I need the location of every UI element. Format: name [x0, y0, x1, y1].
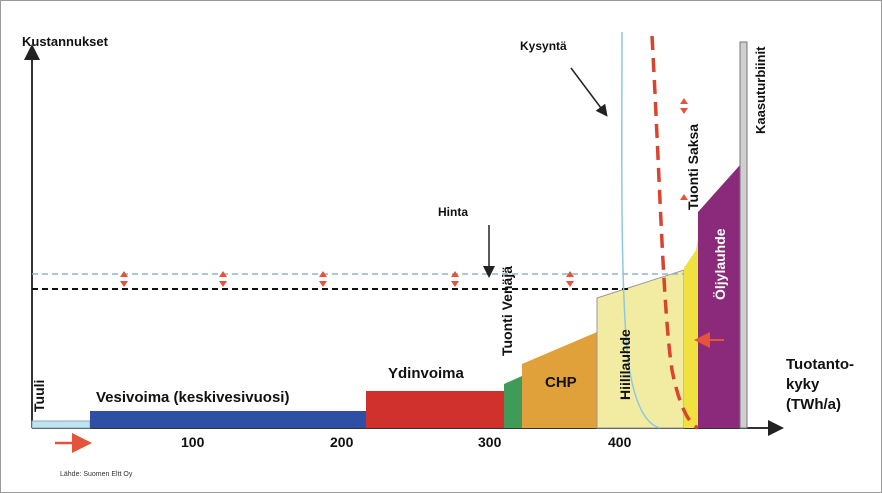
- label-kysynta: Kysyntä: [520, 39, 567, 53]
- segment-kaasuturbiinit: [739, 41, 748, 429]
- label-ydinvoima: Ydinvoima: [388, 365, 465, 382]
- label-tuonti-saksa: Tuonti Saksa: [685, 124, 701, 210]
- label-tuonti-venaja: Tuonti Venäjä: [499, 266, 515, 356]
- tick-label-300: 300: [478, 434, 502, 450]
- label-vesivoima: Vesivoima (keskivesivuosi): [96, 389, 289, 406]
- segment-tuuli: [31, 420, 91, 429]
- label-tuuli: Tuuli: [31, 380, 47, 412]
- tick-label-400: 400: [608, 434, 632, 450]
- label-hiililauhde: Hiililauhde: [617, 329, 633, 400]
- x-axis-label-line1: Tuotanto-: [786, 356, 854, 373]
- label-hinta: Hinta: [438, 205, 468, 219]
- label-kaasuturbiinit: Kaasuturbiinit: [753, 46, 768, 134]
- price-arrows: [120, 98, 688, 287]
- segment-tuonti-venaja: [504, 376, 522, 428]
- kysynta-arrow: [570, 67, 608, 117]
- segment-oljylauhde: [698, 165, 740, 428]
- segment-tuonti-saksa: [684, 228, 700, 428]
- tick-label-100: 100: [181, 434, 205, 450]
- x-axis-label-line3: (TWh/a): [786, 396, 841, 413]
- label-chp: CHP: [545, 374, 577, 391]
- label-oljylauhde: Öljylauhde: [712, 228, 728, 300]
- segment-chp: [522, 332, 597, 428]
- segment-ydinvoima: [366, 391, 504, 428]
- source-note: Lähde: Suomen Eltt Oy: [60, 471, 133, 478]
- x-axis-label-line2: kyky: [786, 376, 820, 393]
- shifted-demand-curve: [650, 35, 699, 430]
- segment-vesivoima: [90, 411, 366, 428]
- y-axis-label: Kustannukset: [22, 34, 109, 49]
- tick-label-200: 200: [330, 434, 354, 450]
- demand-curve: [621, 31, 661, 429]
